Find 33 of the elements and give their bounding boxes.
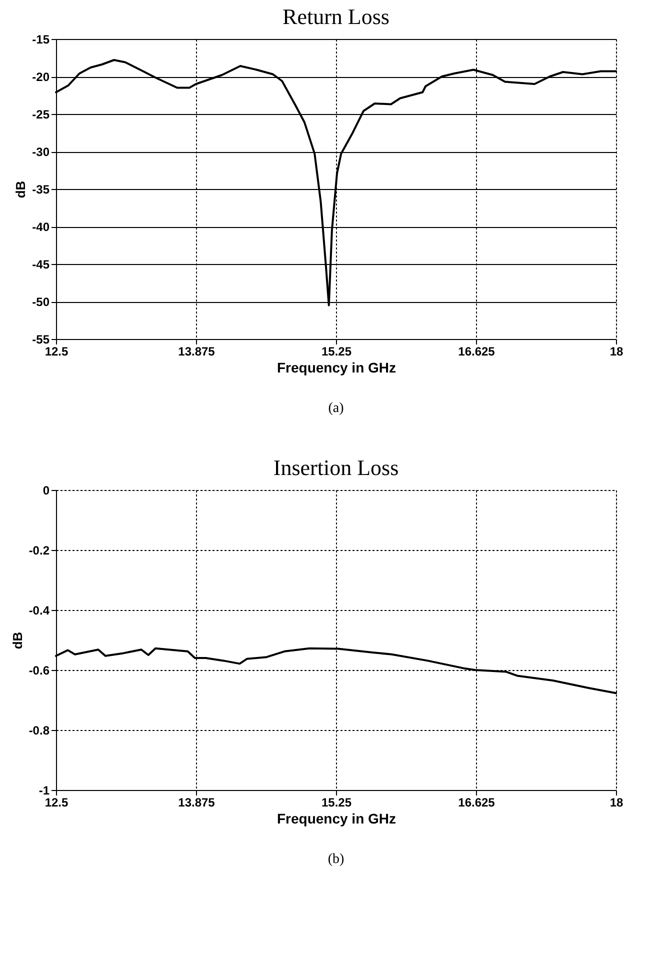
- x-tick-label: 15.25: [321, 796, 352, 810]
- text: (a): [328, 401, 344, 416]
- y-tick-label: -0.2: [28, 544, 50, 558]
- x-axis-title: Frequency in GHz: [276, 810, 396, 826]
- y-tick-label: -50: [32, 295, 50, 309]
- y-tick-label: -0.8: [28, 724, 50, 738]
- y-tick-label: -25: [32, 108, 50, 122]
- text: (b): [328, 852, 344, 867]
- y-axis-title: dB: [13, 180, 28, 198]
- y-tick-label: -20: [32, 70, 50, 84]
- x-tick-label: 18: [610, 796, 624, 810]
- y-tick-label: -35: [32, 182, 50, 196]
- x-tick-label: 13.875: [178, 344, 216, 358]
- y-tick-label: -0.6: [28, 664, 50, 678]
- y-tick-label: -40: [32, 220, 50, 234]
- y-tick-label: -30: [32, 145, 50, 159]
- chart-title: Insertion Loss: [273, 455, 399, 480]
- x-tick-label: 18: [610, 344, 624, 358]
- x-tick-label: 12.5: [44, 344, 68, 358]
- y-tick-label: 0: [42, 484, 50, 498]
- x-tick-label: 13.875: [178, 796, 216, 810]
- y-tick-label: -15: [32, 32, 50, 46]
- chart-title: Return Loss: [282, 4, 390, 29]
- x-tick-label: 16.625: [458, 796, 496, 810]
- y-tick-label: -0.4: [28, 604, 50, 618]
- y-tick-label: -1: [38, 784, 50, 798]
- x-tick-label: 15.25: [321, 344, 352, 358]
- y-axis-title: dB: [10, 632, 25, 650]
- x-tick-label: 16.625: [458, 344, 496, 358]
- y-tick-label: -55: [32, 332, 50, 346]
- x-tick-label: 12.5: [44, 796, 68, 810]
- y-tick-label: -45: [32, 258, 50, 272]
- x-axis-title: Frequency in GHz: [276, 360, 396, 376]
